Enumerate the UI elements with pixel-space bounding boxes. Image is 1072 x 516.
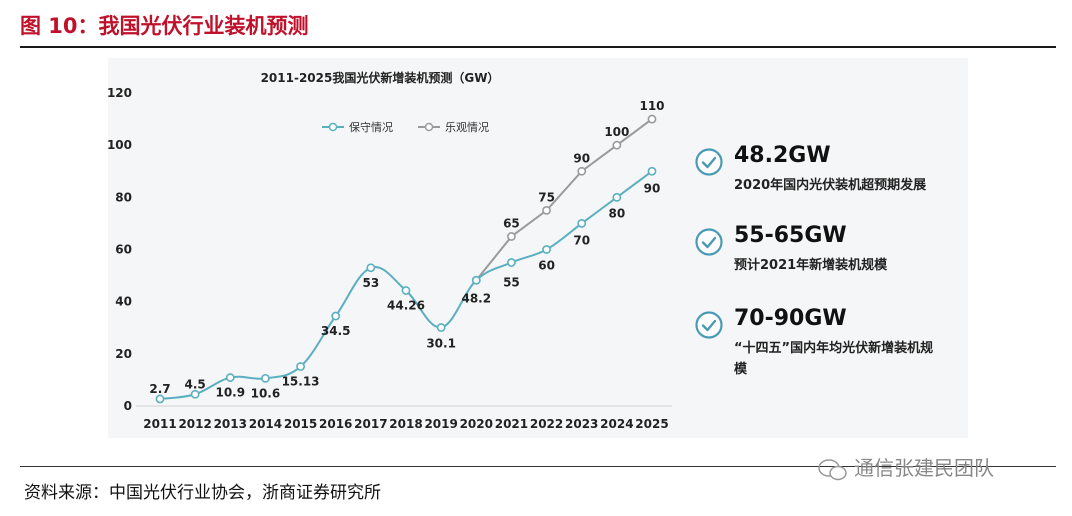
x-tick-label: 2017 — [354, 417, 387, 431]
x-tick-label: 2018 — [389, 417, 422, 431]
data-label-conservative: 70 — [573, 233, 590, 247]
x-tick-label: 2020 — [460, 417, 493, 431]
y-tick-label: 0 — [124, 399, 132, 413]
point-conservative — [366, 263, 376, 273]
x-tick-label: 2019 — [424, 417, 457, 431]
x-tick-label: 2015 — [284, 417, 317, 431]
point-conservative — [296, 362, 305, 371]
data-label-conservative: 15.13 — [282, 375, 320, 389]
series-line-conservative — [159, 170, 653, 400]
figure-title: 图 10：我国光伏行业装机预测 — [20, 14, 309, 38]
point-conservative — [190, 389, 200, 399]
x-tick-label: 2024 — [600, 417, 633, 431]
source-note: 资料来源：中国光伏行业协会，浙商证券研究所 — [24, 483, 381, 503]
watermark: 通信张建民团队 — [818, 452, 994, 482]
kpi-description: 2020年国内光伏装机超预期发展 — [734, 178, 927, 193]
kpi-value: 70-90GW — [734, 306, 847, 331]
data-label-conservative: 34.5 — [321, 324, 351, 338]
data-label-optimistic: 100 — [604, 125, 629, 139]
data-label-optimistic: 90 — [573, 151, 590, 165]
point-conservative — [507, 258, 516, 267]
point-optimistic — [542, 205, 551, 215]
y-tick-label: 120 — [107, 86, 132, 100]
point-optimistic — [647, 114, 657, 124]
legend-marker — [424, 122, 434, 132]
data-label-conservative: 53 — [363, 276, 380, 290]
data-label-conservative: 44.26 — [387, 299, 425, 313]
data-label-optimistic: 75 — [538, 190, 555, 204]
legend-label: 乐观情况 — [445, 121, 489, 134]
x-tick-label: 2011 — [143, 417, 176, 431]
x-tick-label: 2021 — [495, 417, 528, 431]
point-conservative — [225, 373, 235, 382]
point-conservative — [401, 286, 411, 295]
kpi-description: 预计2021年新增装机规模 — [734, 258, 888, 273]
series-lines — [155, 114, 657, 404]
point-conservative — [471, 275, 481, 285]
kpi-value: 55-65GW — [734, 223, 847, 248]
point-optimistic — [612, 140, 622, 150]
data-label-conservative: 60 — [538, 259, 555, 273]
kpi-description: “十四五”国内年均光伏新增装机规模 — [734, 341, 934, 377]
chart-title: 2011-2025我国光伏新增装机预测（GW） — [261, 70, 500, 85]
point-conservative — [647, 166, 657, 176]
data-label-conservative: 2.7 — [149, 382, 170, 396]
legend-label: 保守情况 — [349, 120, 393, 134]
x-tick-label: 2023 — [565, 417, 598, 431]
chat-bubble-icon — [818, 458, 847, 480]
x-tick-label: 2025 — [635, 417, 668, 431]
y-tick-label: 20 — [115, 347, 132, 361]
series-line-optimistic — [475, 118, 653, 281]
chart-legend: 保守情况 乐观情况 — [322, 120, 489, 134]
point-conservative — [436, 323, 446, 332]
y-tick-label: 40 — [115, 295, 132, 309]
point-optimistic — [507, 232, 516, 241]
data-label-optimistic: 65 — [503, 216, 520, 230]
watermark-text: 通信张建民团队 — [854, 456, 994, 480]
data-label-conservative: 10.6 — [251, 386, 281, 400]
x-tick-label: 2016 — [319, 417, 352, 431]
title-divider — [20, 46, 1056, 48]
source-divider — [20, 466, 1056, 467]
check-circle-icon — [695, 228, 723, 256]
x-tick-label: 2014 — [249, 417, 282, 431]
data-label-conservative: 4.5 — [185, 377, 206, 391]
data-label-conservative: 48.2 — [461, 291, 491, 305]
point-conservative — [542, 245, 551, 254]
point-optimistic — [577, 166, 587, 176]
check-circle-icon — [695, 148, 723, 176]
x-tick-label: 2013 — [214, 417, 247, 431]
data-label-conservative: 10.9 — [215, 386, 245, 400]
data-label-conservative: 30.1 — [426, 336, 456, 350]
data-label-conservative: 55 — [503, 276, 520, 290]
data-label-conservative: 80 — [609, 206, 626, 220]
point-conservative — [331, 311, 341, 321]
chart-panel — [108, 58, 968, 438]
x-tick-label: 2022 — [530, 417, 563, 431]
x-tick-label: 2012 — [178, 417, 211, 431]
data-label-optimistic: 110 — [639, 99, 664, 113]
y-tick-label: 100 — [107, 138, 132, 152]
check-circle-icon — [695, 311, 723, 339]
point-conservative — [577, 219, 587, 228]
kpi-value: 48.2GW — [734, 143, 831, 168]
y-tick-label: 80 — [115, 190, 132, 204]
point-conservative — [155, 394, 165, 404]
data-label-conservative: 90 — [644, 181, 661, 195]
legend-marker — [328, 122, 338, 132]
data-labels: 2.7 4.5 10.9 10.615.13 34.5 53 44.26 30.1 48.2 55… — [149, 99, 664, 400]
point-conservative — [612, 192, 622, 202]
point-conservative — [261, 373, 270, 383]
y-tick-label: 60 — [115, 243, 132, 257]
